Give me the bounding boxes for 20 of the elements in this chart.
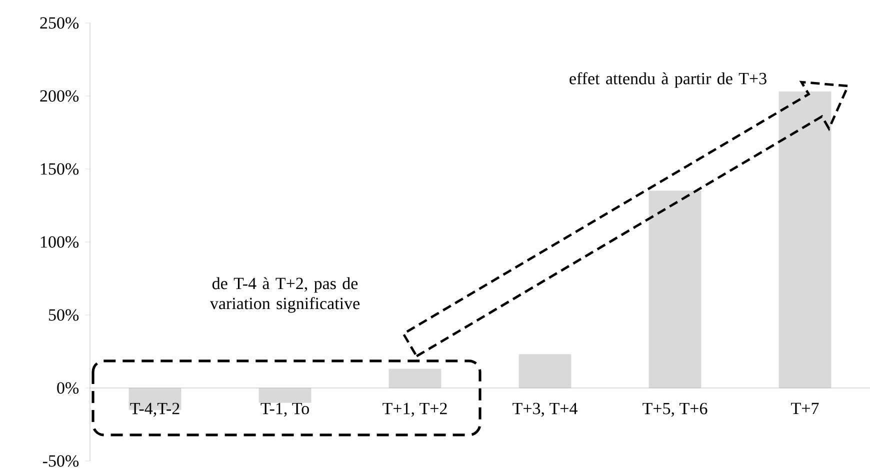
y-tick-label: 200% bbox=[40, 90, 79, 102]
x-tick-label: T+5, T+6 bbox=[642, 402, 708, 417]
y-tick-label: 0% bbox=[57, 382, 79, 394]
bar bbox=[778, 91, 832, 388]
y-tick-label: 150% bbox=[40, 163, 79, 175]
y-tick-label: -50% bbox=[42, 455, 79, 467]
x-tick-label: T-1, To bbox=[260, 402, 309, 417]
bar bbox=[648, 190, 702, 388]
annotation: de T-4 à T+2, pas de variation significative bbox=[210, 277, 360, 313]
x-tick-label: T+7 bbox=[791, 402, 819, 414]
bar bbox=[258, 388, 312, 403]
annotation: effet attendu à partir de T+3 bbox=[570, 72, 766, 88]
y-tick-label: 250% bbox=[40, 17, 79, 29]
y-tick-label: 50% bbox=[48, 309, 79, 321]
y-tick-label: 100% bbox=[40, 236, 79, 248]
bar bbox=[518, 354, 572, 388]
x-tick-label: T+1, T+2 bbox=[382, 402, 447, 417]
bar bbox=[388, 368, 442, 388]
x-tick-label: T+3, T+4 bbox=[512, 402, 578, 417]
x-tick-label: T-4,T-2 bbox=[130, 402, 180, 417]
